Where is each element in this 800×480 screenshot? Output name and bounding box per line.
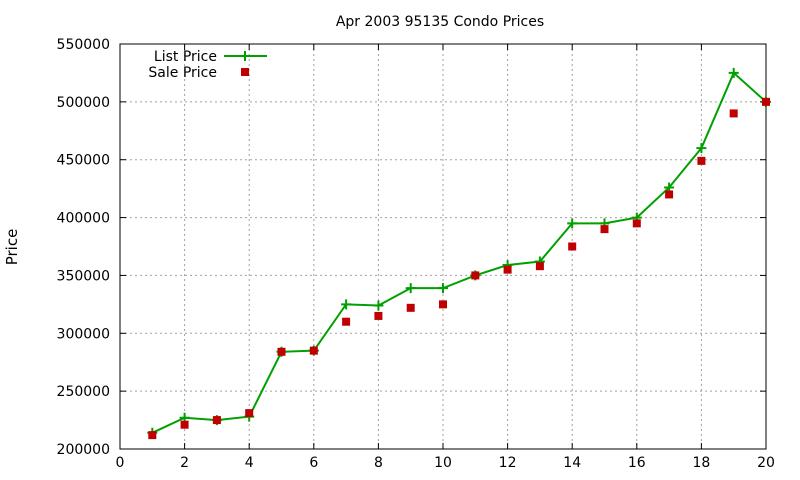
legend-label-sale-price: Sale Price <box>148 65 217 81</box>
grid-lines <box>120 44 766 449</box>
sale-price-point <box>503 265 512 274</box>
list-price-point <box>728 67 739 78</box>
sale-price-point <box>471 271 480 280</box>
y-tick-label: 250000 <box>57 384 110 400</box>
sale-price-point <box>148 431 157 440</box>
y-tick-label: 400000 <box>57 211 110 227</box>
x-tick-label: 6 <box>309 455 318 471</box>
sale-price-point <box>212 416 221 425</box>
sale-price-point <box>309 346 318 355</box>
y-tick-label: 350000 <box>57 268 110 284</box>
axis-ticks: 0 2 4 6 8 10 12 14 16 18 20 200000 250000 300000 35000… <box>57 37 775 471</box>
x-tick-label: 0 <box>116 455 125 471</box>
list-price-point <box>438 283 448 294</box>
list-price-point <box>696 143 707 154</box>
sale-price-point <box>374 311 383 320</box>
list-price-point <box>373 300 384 311</box>
sale-price-point <box>180 420 189 429</box>
list-price-line <box>151 71 767 434</box>
x-tick-label: 4 <box>245 455 254 471</box>
x-tick-label: 2 <box>180 455 189 471</box>
x-tick-label: 12 <box>499 455 517 471</box>
sale-price-point <box>277 347 286 356</box>
series-layer <box>147 67 771 440</box>
x-tick-label: 10 <box>434 455 452 471</box>
y-tick-label: 550000 <box>57 37 110 53</box>
sale-price-point <box>762 97 770 106</box>
sale-price-point <box>535 262 544 271</box>
sale-price-point <box>697 156 706 165</box>
chart-title: Apr 2003 95135 Condo Prices <box>336 14 544 30</box>
sale-price-point <box>632 219 641 228</box>
legend-marker-sale-price <box>241 68 249 76</box>
sale-price-point <box>600 225 609 234</box>
list-price-point <box>567 218 578 229</box>
y-tick-label: 450000 <box>57 153 110 169</box>
sale-price-point <box>245 409 254 418</box>
sale-price-point <box>665 190 674 199</box>
legend-marker-list-price <box>240 51 250 61</box>
x-tick-label: 14 <box>563 455 581 471</box>
y-tick-label: 200000 <box>57 442 110 458</box>
sale-price-point <box>729 109 738 118</box>
y-tick-label: 500000 <box>57 95 110 111</box>
sale-price-point <box>568 242 577 251</box>
x-tick-label: 16 <box>628 455 646 471</box>
sale-price-point <box>342 317 351 326</box>
y-axis-label: Price <box>3 229 21 266</box>
x-tick-label: 20 <box>757 455 775 471</box>
sale-price-point <box>439 300 447 309</box>
list-price-point <box>405 283 416 294</box>
legend-label-list-price: List Price <box>154 49 217 65</box>
sale-price-point <box>406 303 415 312</box>
x-tick-label: 18 <box>692 455 710 471</box>
list-price-point <box>341 299 352 310</box>
y-tick-label: 300000 <box>57 326 110 342</box>
x-tick-label: 8 <box>374 455 383 471</box>
